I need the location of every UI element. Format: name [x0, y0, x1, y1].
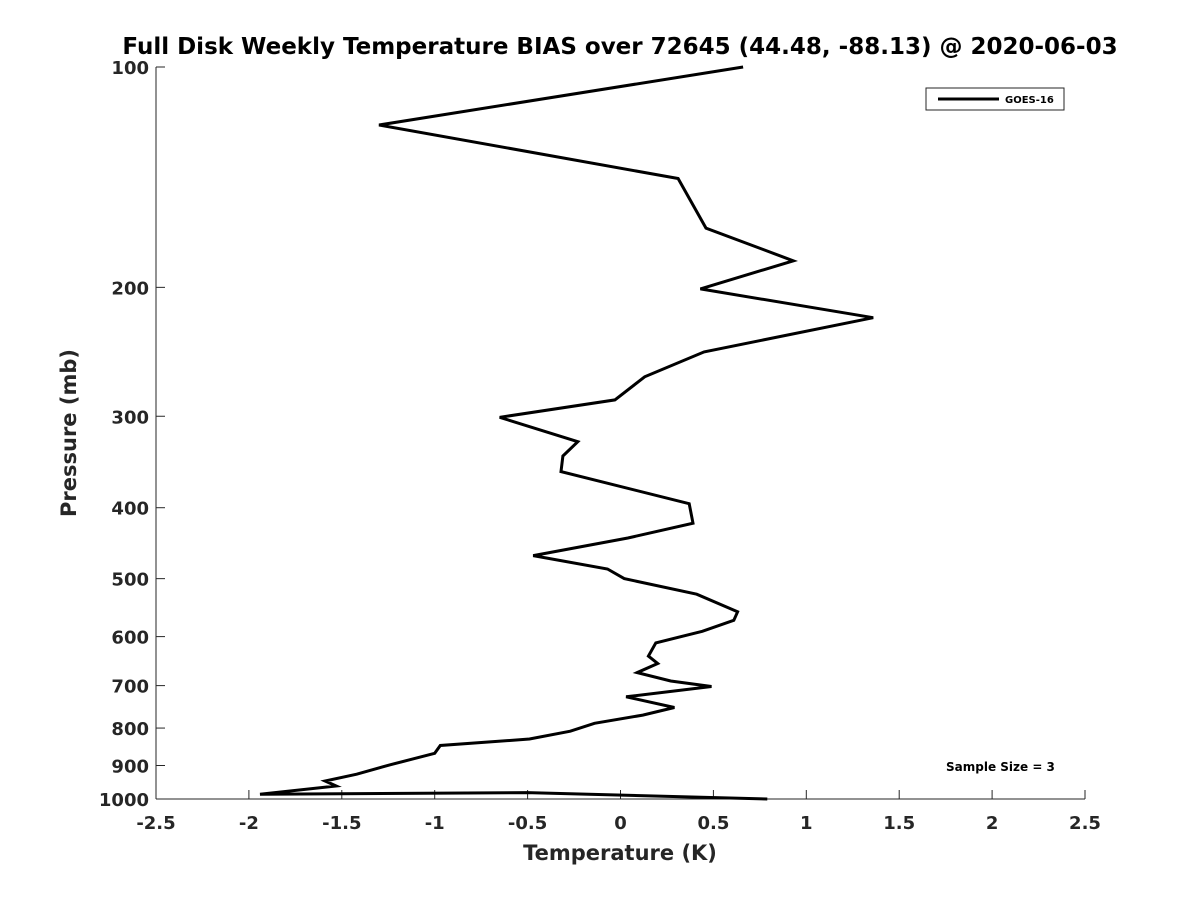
- sample-size-annotation: Sample Size = 3: [946, 760, 1055, 774]
- x-tick-label: 1.5: [883, 813, 915, 834]
- x-tick-label: 2.5: [1069, 813, 1101, 834]
- y-tick-label: 200: [111, 278, 149, 299]
- x-tick-label: 0: [614, 813, 627, 834]
- x-tick-label: 0.5: [697, 813, 729, 834]
- y-tick-label: 100: [111, 58, 149, 79]
- y-tick-label: 700: [111, 677, 149, 698]
- y-tick-label: 300: [111, 407, 149, 428]
- x-tick-label: -0.5: [508, 813, 547, 834]
- x-tick-label: -1.5: [322, 813, 361, 834]
- x-tick-label: -2.5: [136, 813, 175, 834]
- series-layer: [259, 65, 874, 801]
- y-tick-label: 1000: [99, 790, 149, 811]
- y-axis-label: Pressure (mb): [57, 349, 81, 517]
- y-tick-label: 600: [111, 628, 149, 649]
- chart-title: Full Disk Weekly Temperature BIAS over 7…: [122, 34, 1117, 60]
- y-tick-label: 400: [111, 499, 149, 520]
- y-tick-label: 800: [111, 719, 149, 740]
- x-tick-label: -1: [425, 813, 445, 834]
- x-tick-label: 1: [800, 813, 813, 834]
- y-axis-ticks: 100 200 300 400 500 600 700 800 900 1000: [99, 58, 165, 811]
- x-tick-label: -2: [239, 813, 259, 834]
- legend: GOES-16: [925, 87, 1065, 111]
- legend-label-goes-16: GOES-16: [1005, 95, 1054, 106]
- series-line-goes-16: [259, 65, 874, 801]
- x-tick-label: 2: [986, 813, 999, 834]
- y-tick-label: 900: [111, 757, 149, 778]
- plot-area-border: [156, 67, 1085, 799]
- x-axis-ticks: -2.5 -2 -1.5 -1 -0.5 0 0.5 1 1.5 2 2.5: [136, 790, 1101, 834]
- y-tick-label: 500: [111, 570, 149, 591]
- x-axis-label: Temperature (K): [523, 841, 717, 865]
